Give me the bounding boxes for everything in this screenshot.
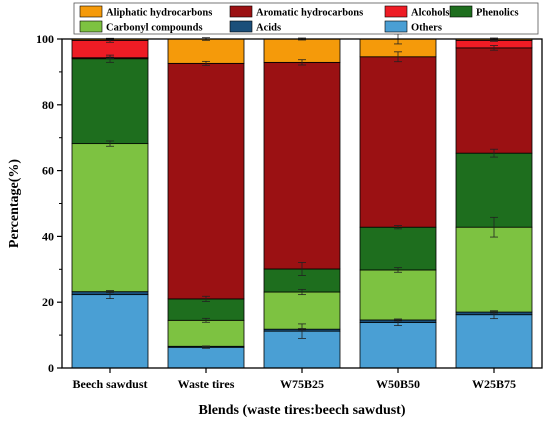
legend-swatch (384, 5, 408, 18)
y-axis: 0 20 40 60 80 100 (36, 32, 62, 375)
error-bar-carbonyl-compounds-w75b25 (298, 288, 306, 296)
legend-label: Aliphatic hydrocarbons (106, 8, 212, 19)
legend-swatch (79, 20, 103, 33)
legend-label: Aromatic hydrocarbons (256, 8, 363, 19)
legend-label: Acids (256, 23, 281, 34)
error-bar-carbonyl-compounds-waste-tires (202, 317, 210, 323)
error-bar-acids-w50b50 (394, 318, 402, 322)
x-axis: Beech sawdust Waste tires W75B25 W50B50 W25B… (72, 368, 516, 391)
bar-segment-phenolics-waste-tires (167, 298, 245, 321)
legend-item-aromatic-hydrocarbons: Aromatic hydrocarbons (229, 5, 363, 19)
error-bar-aromatic-hydrocarbons-beech-sawdust (106, 56, 114, 59)
x-tick-label-w75b25: W75B25 (280, 377, 324, 391)
error-bar-carbonyl-compounds-w25b75 (490, 216, 498, 238)
y-tick-label: 0 (48, 361, 54, 375)
y-tick-label: 80 (42, 98, 54, 112)
error-bar-aromatic-hydrocarbons-w50b50 (394, 51, 402, 63)
bar-segment-phenolics-w50b50 (359, 226, 437, 271)
error-bars-layer (106, 33, 498, 349)
legend: Aliphatic hydrocarbons Aromatic hydrocarb… (73, 2, 539, 35)
error-bar-acids-w75b25 (298, 328, 306, 331)
error-bar-acids-w25b75 (490, 310, 498, 314)
error-bar-aromatic-hydrocarbons-waste-tires (202, 60, 210, 66)
error-bar-acids-waste-tires (202, 345, 210, 348)
legend-item-acids: Acids (229, 20, 281, 34)
bar-segment-carbonyl-compounds-w50b50 (359, 269, 437, 321)
legend-item-carbonyl-compounds: Carbonyl compounds (79, 20, 203, 34)
legend-swatch (449, 5, 473, 18)
legend-item-phenolics: Phenolics (449, 5, 519, 19)
y-tick-label: 40 (42, 229, 54, 243)
legend-item-others: Others (384, 20, 442, 34)
error-bar-aromatic-hydrocarbons-w75b25 (298, 59, 306, 66)
bar-segment-aromatic-hydrocarbons-w25b75 (455, 47, 533, 154)
y-tick-label: 20 (42, 295, 54, 309)
legend-swatch (79, 5, 103, 18)
legend-item-aliphatic-hydrocarbons: Aliphatic hydrocarbons (79, 5, 212, 19)
x-tick-label-w50b50: W50B50 (376, 377, 420, 391)
error-bar-carbonyl-compounds-beech-sawdust (106, 140, 114, 147)
error-bar-phenolics-waste-tires (202, 295, 210, 302)
bar-segment-others-beech-sawdust (71, 294, 149, 369)
bar-segment-aliphatic-hydrocarbons-w75b25 (263, 38, 341, 63)
bar-segment-carbonyl-compounds-beech-sawdust (71, 143, 149, 293)
bar-segment-carbonyl-compounds-waste-tires (167, 319, 245, 347)
x-axis-title: Blends (waste tires:beech sawdust) (198, 403, 405, 418)
y-tick-label: 100 (36, 32, 54, 46)
bar-segment-phenolics-w25b75 (455, 152, 533, 228)
x-tick-label-w25b75: W25B75 (472, 377, 516, 391)
error-bar-aromatic-hydrocarbons-w25b75 (490, 45, 498, 51)
legend-label: Alcohols (411, 8, 450, 19)
error-bar-others-w75b25 (298, 323, 306, 339)
x-tick-label-beech-sawdust: Beech sawdust (72, 377, 147, 391)
bar-segment-phenolics-beech-sawdust (71, 58, 149, 145)
legend-label: Carbonyl compounds (106, 23, 203, 34)
legend-item-alcohols: Alcohols (384, 5, 450, 19)
bar-segment-aliphatic-hydrocarbons-waste-tires (167, 38, 245, 64)
bar-segment-carbonyl-compounds-w25b75 (455, 226, 533, 313)
bar-segment-aromatic-hydrocarbons-w50b50 (359, 56, 437, 228)
legend-swatch (229, 5, 253, 18)
error-bar-phenolics-w75b25 (298, 261, 306, 276)
bar-segment-others-waste-tires (167, 346, 245, 369)
error-bar-acids-beech-sawdust (106, 290, 114, 294)
bar-segment-aromatic-hydrocarbons-w75b25 (263, 61, 341, 270)
bar-segment-carbonyl-compounds-w75b25 (263, 291, 341, 330)
x-tick-label-waste-tires: Waste tires (178, 377, 235, 391)
error-bar-phenolics-w50b50 (394, 225, 402, 230)
bar-segment-aromatic-hydrocarbons-waste-tires (167, 62, 245, 300)
bar-segment-others-w25b75 (455, 314, 533, 369)
bar-segment-others-w50b50 (359, 322, 437, 369)
y-tick-label: 60 (42, 164, 54, 178)
y-axis-title: Percentage(%) (7, 159, 22, 248)
legend-label: Phenolics (476, 8, 519, 19)
error-bar-phenolics-w25b75 (490, 148, 498, 158)
legend-label: Others (411, 23, 442, 34)
error-bar-carbonyl-compounds-w50b50 (394, 267, 402, 273)
bars-layer (71, 38, 533, 369)
legend-swatch (229, 20, 253, 33)
legend-swatch (384, 20, 408, 33)
